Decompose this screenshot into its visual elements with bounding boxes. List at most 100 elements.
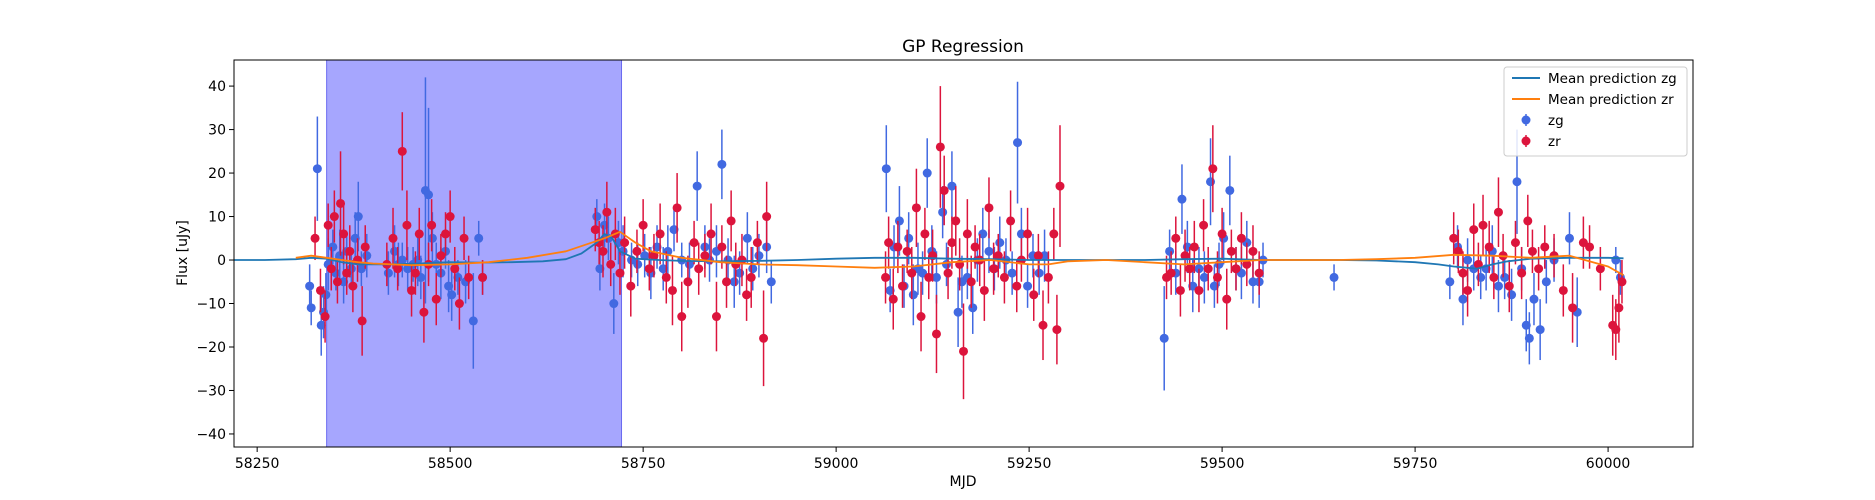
data-point-zr	[1231, 264, 1241, 274]
data-point-zr	[1055, 181, 1065, 191]
data-point-zr	[920, 229, 930, 239]
data-point-zr	[336, 198, 346, 208]
data-point-zg	[1535, 325, 1545, 335]
data-point-zr	[1248, 246, 1258, 256]
data-point-zr	[436, 251, 446, 261]
data-point-zg	[444, 281, 454, 291]
data-point-zg	[652, 242, 662, 252]
data-point-zg	[1007, 268, 1017, 278]
data-point-zg	[1476, 272, 1486, 282]
data-point-zr	[752, 238, 762, 248]
data-point-zr	[943, 268, 953, 278]
data-point-zr	[590, 225, 600, 235]
data-point-zr	[1023, 229, 1033, 239]
data-point-zr	[360, 242, 370, 252]
data-point-zr	[310, 233, 320, 243]
data-point-zr	[939, 185, 949, 195]
data-point-zg	[942, 259, 952, 269]
data-point-zr	[1469, 225, 1479, 235]
data-point-zg	[885, 285, 895, 295]
data-point-zr	[1493, 207, 1503, 217]
x-tick-label: 58250	[235, 456, 280, 472]
data-point-zg	[1564, 233, 1574, 243]
data-point-zg	[1177, 194, 1187, 204]
data-point-zr	[1523, 216, 1533, 226]
data-point-zr	[1006, 216, 1016, 226]
data-point-zg	[306, 303, 316, 313]
data-point-zr	[722, 277, 732, 287]
shaded-region-layer	[326, 60, 623, 447]
data-point-zg	[1023, 281, 1033, 291]
data-point-zr	[916, 312, 926, 322]
data-point-zr	[1212, 272, 1222, 282]
data-point-zr	[644, 264, 654, 274]
data-point-zr	[907, 268, 917, 278]
x-tick-label: 58500	[428, 456, 473, 472]
data-point-zg	[609, 299, 619, 309]
data-point-zg	[1248, 277, 1258, 287]
data-point-zr	[1033, 251, 1043, 261]
legend-box	[1503, 66, 1688, 157]
data-point-zr	[1217, 229, 1227, 239]
data-point-zg	[1206, 177, 1216, 187]
data-point-zr	[1180, 251, 1190, 261]
data-point-zr	[655, 229, 665, 239]
data-point-zr	[454, 299, 464, 309]
data-point-zr	[1175, 285, 1185, 295]
data-point-zr	[661, 272, 671, 282]
data-point-zr	[410, 268, 420, 278]
data-point-zr	[638, 220, 648, 230]
y-tick-label: 40	[208, 79, 226, 95]
data-point-zr	[1012, 281, 1022, 291]
data-point-zr	[1166, 268, 1176, 278]
data-point-zg	[1541, 277, 1551, 287]
data-point-zr	[620, 238, 630, 248]
data-point-zr	[1189, 242, 1199, 252]
mean-line-layer	[234, 230, 1624, 276]
data-point-zg	[600, 220, 610, 230]
data-point-zg	[766, 277, 776, 287]
data-point-zg	[1199, 272, 1209, 282]
data-point-zg	[984, 246, 994, 256]
data-point-zg	[995, 238, 1005, 248]
chart-title: GP Regression	[902, 37, 1024, 57]
legend-marker-zr	[1521, 136, 1531, 146]
data-point-zr	[478, 272, 488, 282]
data-point-zr	[1534, 264, 1544, 274]
data-point-zr	[762, 212, 772, 222]
data-point-zr	[717, 242, 727, 252]
data-point-zr	[689, 238, 699, 248]
data-point-zg	[658, 264, 668, 274]
data-point-zg	[1013, 138, 1023, 148]
data-point-zg	[669, 225, 679, 235]
data-point-zr	[1510, 238, 1520, 248]
y-tick-label: −20	[196, 340, 226, 356]
data-point-zr	[700, 251, 710, 261]
data-point-zr	[342, 268, 352, 278]
data-point-zr	[694, 264, 704, 274]
data-point-zr	[329, 212, 339, 222]
legend-label-zr-mean: Mean prediction zr	[1548, 92, 1674, 108]
data-point-zg	[938, 207, 948, 217]
data-point-zg	[1209, 281, 1219, 291]
data-point-zr	[1203, 264, 1213, 274]
data-point-zg	[1463, 255, 1473, 265]
data-point-zr	[615, 268, 625, 278]
data-point-zg	[1500, 272, 1510, 282]
data-point-zg	[312, 164, 322, 174]
data-point-zr	[706, 229, 716, 239]
plot-area-frame	[233, 59, 1694, 448]
data-point-zr	[1171, 233, 1181, 243]
data-point-zr	[1595, 264, 1605, 274]
data-point-zg	[1529, 294, 1539, 304]
data-point-zr	[315, 285, 325, 295]
data-point-zr	[1504, 281, 1514, 291]
data-point-zr	[951, 216, 961, 226]
data-point-zr	[1242, 259, 1252, 269]
data-point-zg	[1034, 268, 1044, 278]
legend-label-zg: zg	[1548, 113, 1564, 129]
data-point-zr	[1453, 246, 1463, 256]
data-point-zr	[902, 246, 912, 256]
data-point-zr	[959, 346, 968, 356]
